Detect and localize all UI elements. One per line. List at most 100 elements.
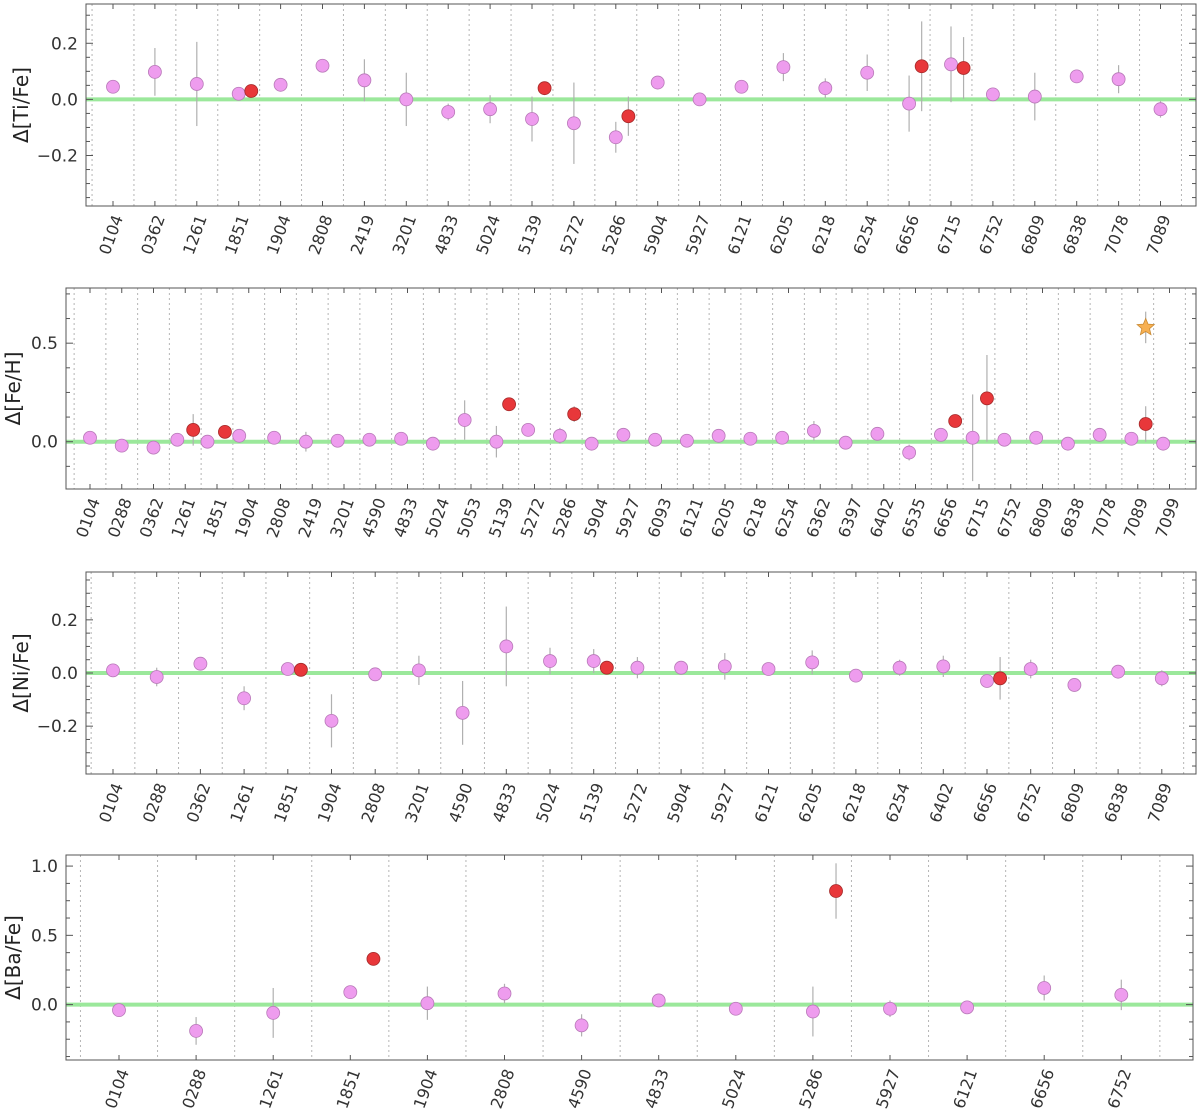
x-tick-label: 6752	[1104, 1066, 1136, 1111]
x-tick-label: 5139	[485, 495, 517, 540]
data-point	[717, 659, 732, 674]
data-point	[616, 427, 631, 442]
x-tick-label: 6402	[866, 495, 898, 540]
x-tick-label: 1261	[226, 780, 258, 825]
axes-frame	[65, 854, 1194, 1061]
data-point	[483, 102, 498, 117]
data-point	[280, 662, 295, 676]
series-1	[244, 21, 971, 136]
y-tick-label: 0.0	[51, 90, 78, 110]
x-tick-label: 1851	[333, 1066, 365, 1111]
x-tick-label: 6809	[1025, 495, 1057, 540]
data-point	[411, 663, 426, 678]
data-point	[805, 655, 820, 670]
data-point	[315, 58, 330, 73]
data-point	[1061, 436, 1075, 451]
data-point	[294, 662, 308, 677]
data-point	[455, 705, 470, 720]
x-tick-label: 6121	[724, 212, 756, 257]
data-point	[114, 438, 129, 453]
y-tick-label: 0.2	[51, 34, 78, 54]
data-point	[648, 432, 663, 447]
x-tick-label: 7078	[1101, 212, 1133, 257]
x-tick-label: 3201	[389, 212, 421, 257]
data-point	[149, 670, 164, 684]
x-tick-label: 0104	[72, 495, 104, 540]
x-tick-label: 1261	[179, 212, 211, 257]
data-point	[457, 413, 472, 427]
data-point	[680, 433, 694, 448]
y-tick-label: 0.5	[31, 926, 58, 946]
data-point	[993, 671, 1008, 686]
x-tick-label: 5139	[514, 212, 546, 257]
x-tick-label: 1904	[314, 780, 346, 825]
x-tick-label: 4590	[564, 1066, 596, 1111]
panel-ni-fe: −0.2 0.0 0.2 Δ[Ni/Fe] 0104 0288 0362 1261 1851 19…	[9, 571, 1197, 825]
x-tick-label: 1851	[199, 495, 231, 540]
data-point	[1124, 431, 1139, 446]
x-tick-label: 6656	[891, 212, 923, 257]
data-point	[902, 96, 916, 111]
x-tick-label: 2419	[347, 212, 379, 257]
y-axis-label: Δ[Ba/Fe]	[1, 915, 25, 1000]
data-point	[997, 432, 1012, 447]
grid-lines	[91, 4, 1182, 206]
x-tick-label: 0104	[101, 1066, 133, 1111]
data-point	[586, 654, 601, 668]
data-point	[112, 1003, 126, 1018]
x-tick-label: 7089	[1143, 212, 1175, 257]
data-point	[965, 430, 980, 445]
x-tick-label: 0362	[183, 780, 215, 825]
data-point	[870, 426, 885, 441]
data-point	[960, 1000, 974, 1015]
data-point	[776, 60, 791, 75]
x-tick-label: 6218	[808, 212, 840, 257]
y-tick-label: 0.5	[31, 334, 58, 354]
data-point	[711, 428, 726, 443]
data-point	[1069, 69, 1084, 84]
x-tick-label: 5024	[421, 495, 453, 540]
x-tick-label: 6218	[739, 495, 771, 540]
data-point	[232, 428, 247, 443]
data-point	[860, 65, 875, 80]
axes-frame	[65, 287, 1197, 490]
x-tick-label: 6838	[1059, 212, 1091, 257]
x-tick-label: 5272	[556, 212, 588, 257]
data-point	[324, 713, 339, 728]
data-point	[106, 79, 120, 94]
data-point	[1153, 102, 1168, 117]
x-tick-label: 6838	[1100, 780, 1132, 825]
x-tick-label: 5927	[872, 1066, 904, 1111]
x-tick-label: 5286	[598, 212, 630, 257]
data-point	[499, 639, 514, 654]
data-point	[806, 1004, 820, 1019]
data-point	[106, 663, 120, 678]
y-tick-label: 0.0	[31, 433, 58, 453]
data-point	[83, 430, 97, 445]
y-tick-label: 0.0	[31, 996, 58, 1016]
data-point	[980, 391, 994, 406]
data-point	[1067, 678, 1082, 692]
x-tick-label: 5024	[472, 212, 504, 257]
data-point	[630, 660, 645, 675]
data-point	[1029, 430, 1044, 445]
x-tick-label: 6838	[1056, 495, 1088, 540]
series-1	[294, 657, 1008, 700]
data-point	[1023, 662, 1038, 676]
x-tick-label: 6397	[834, 495, 866, 540]
x-tick-label: 7099	[1152, 495, 1184, 540]
data-point	[330, 433, 345, 448]
x-tick-label: 5024	[718, 1066, 750, 1111]
x-tick-label: 4590	[358, 495, 390, 540]
data-point	[944, 57, 958, 72]
x-tick-label: 0288	[178, 1066, 210, 1111]
x-tick-label: 0288	[104, 495, 136, 540]
x-tick-label: 6121	[751, 780, 783, 825]
data-point	[621, 109, 636, 124]
panel-ba-fe: 0.0 0.5 1.0 Δ[Ba/Fe] 0104 0288 1261 1851 1904 280…	[1, 854, 1194, 1111]
x-tick-label: 5139	[576, 780, 608, 825]
x-tick-label: 4833	[489, 780, 521, 825]
data-point	[651, 993, 666, 1008]
data-point	[892, 660, 907, 675]
